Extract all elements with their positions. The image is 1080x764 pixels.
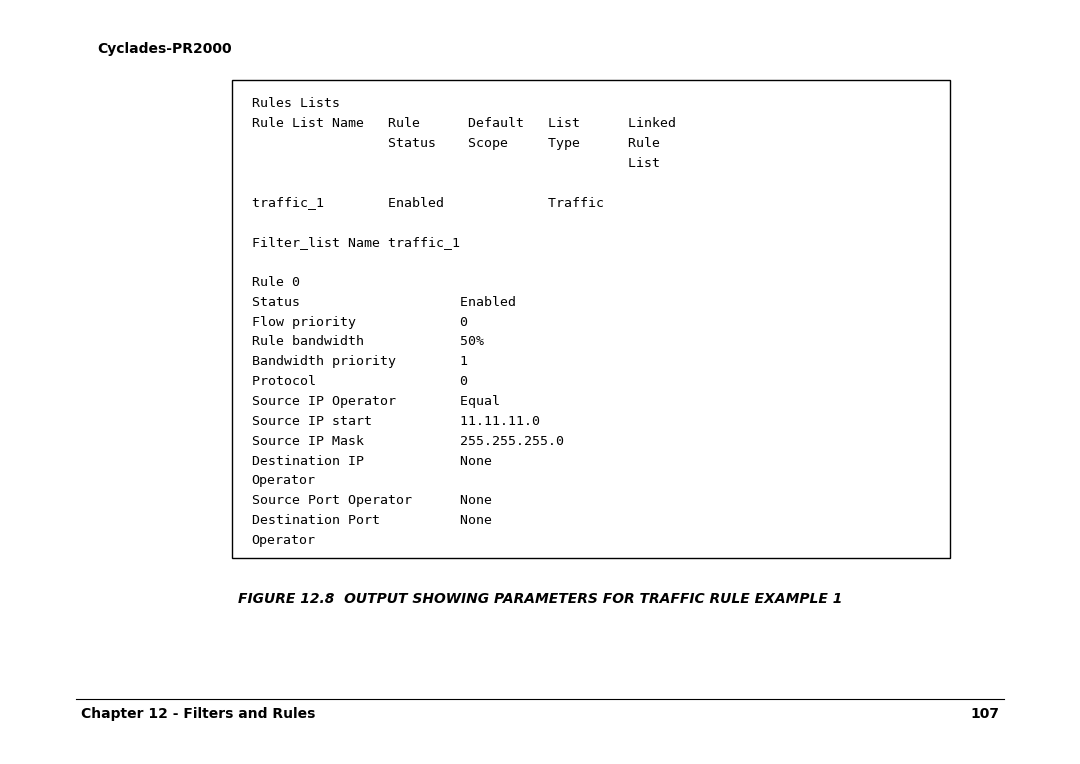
Text: Rule List Name   Rule      Default   List      Linked: Rule List Name Rule Default List Linked: [252, 117, 676, 130]
Text: Cyclades-PR2000: Cyclades-PR2000: [97, 42, 232, 56]
Text: Rule bandwidth            50%: Rule bandwidth 50%: [252, 335, 484, 348]
Text: Source Port Operator      None: Source Port Operator None: [252, 494, 491, 507]
Text: traffic_1        Enabled             Traffic: traffic_1 Enabled Traffic: [252, 196, 604, 209]
Text: FIGURE 12.8  OUTPUT SHOWING PARAMETERS FOR TRAFFIC RULE EXAMPLE 1: FIGURE 12.8 OUTPUT SHOWING PARAMETERS FO…: [238, 592, 842, 606]
Text: Status                    Enabled: Status Enabled: [252, 296, 515, 309]
Text: Destination IP            None: Destination IP None: [252, 455, 491, 468]
Text: 107: 107: [970, 707, 999, 720]
Text: Destination Port          None: Destination Port None: [252, 514, 491, 527]
Text: Status    Scope     Type      Rule: Status Scope Type Rule: [252, 137, 660, 150]
Text: Protocol                  0: Protocol 0: [252, 375, 468, 388]
Text: Source IP start           11.11.11.0: Source IP start 11.11.11.0: [252, 415, 540, 428]
Text: Operator: Operator: [252, 474, 315, 487]
Text: Chapter 12 - Filters and Rules: Chapter 12 - Filters and Rules: [81, 707, 315, 720]
Text: Rules Lists: Rules Lists: [252, 97, 339, 110]
Text: List: List: [252, 157, 660, 170]
FancyBboxPatch shape: [232, 80, 950, 558]
Text: Rule 0: Rule 0: [252, 276, 299, 289]
Text: Source IP Operator        Equal: Source IP Operator Equal: [252, 395, 500, 408]
Text: Filter_list Name traffic_1: Filter_list Name traffic_1: [252, 236, 460, 249]
Text: Bandwidth priority        1: Bandwidth priority 1: [252, 355, 468, 368]
Text: Operator: Operator: [252, 534, 315, 547]
Text: Source IP Mask            255.255.255.0: Source IP Mask 255.255.255.0: [252, 435, 564, 448]
Text: Flow priority             0: Flow priority 0: [252, 316, 468, 329]
